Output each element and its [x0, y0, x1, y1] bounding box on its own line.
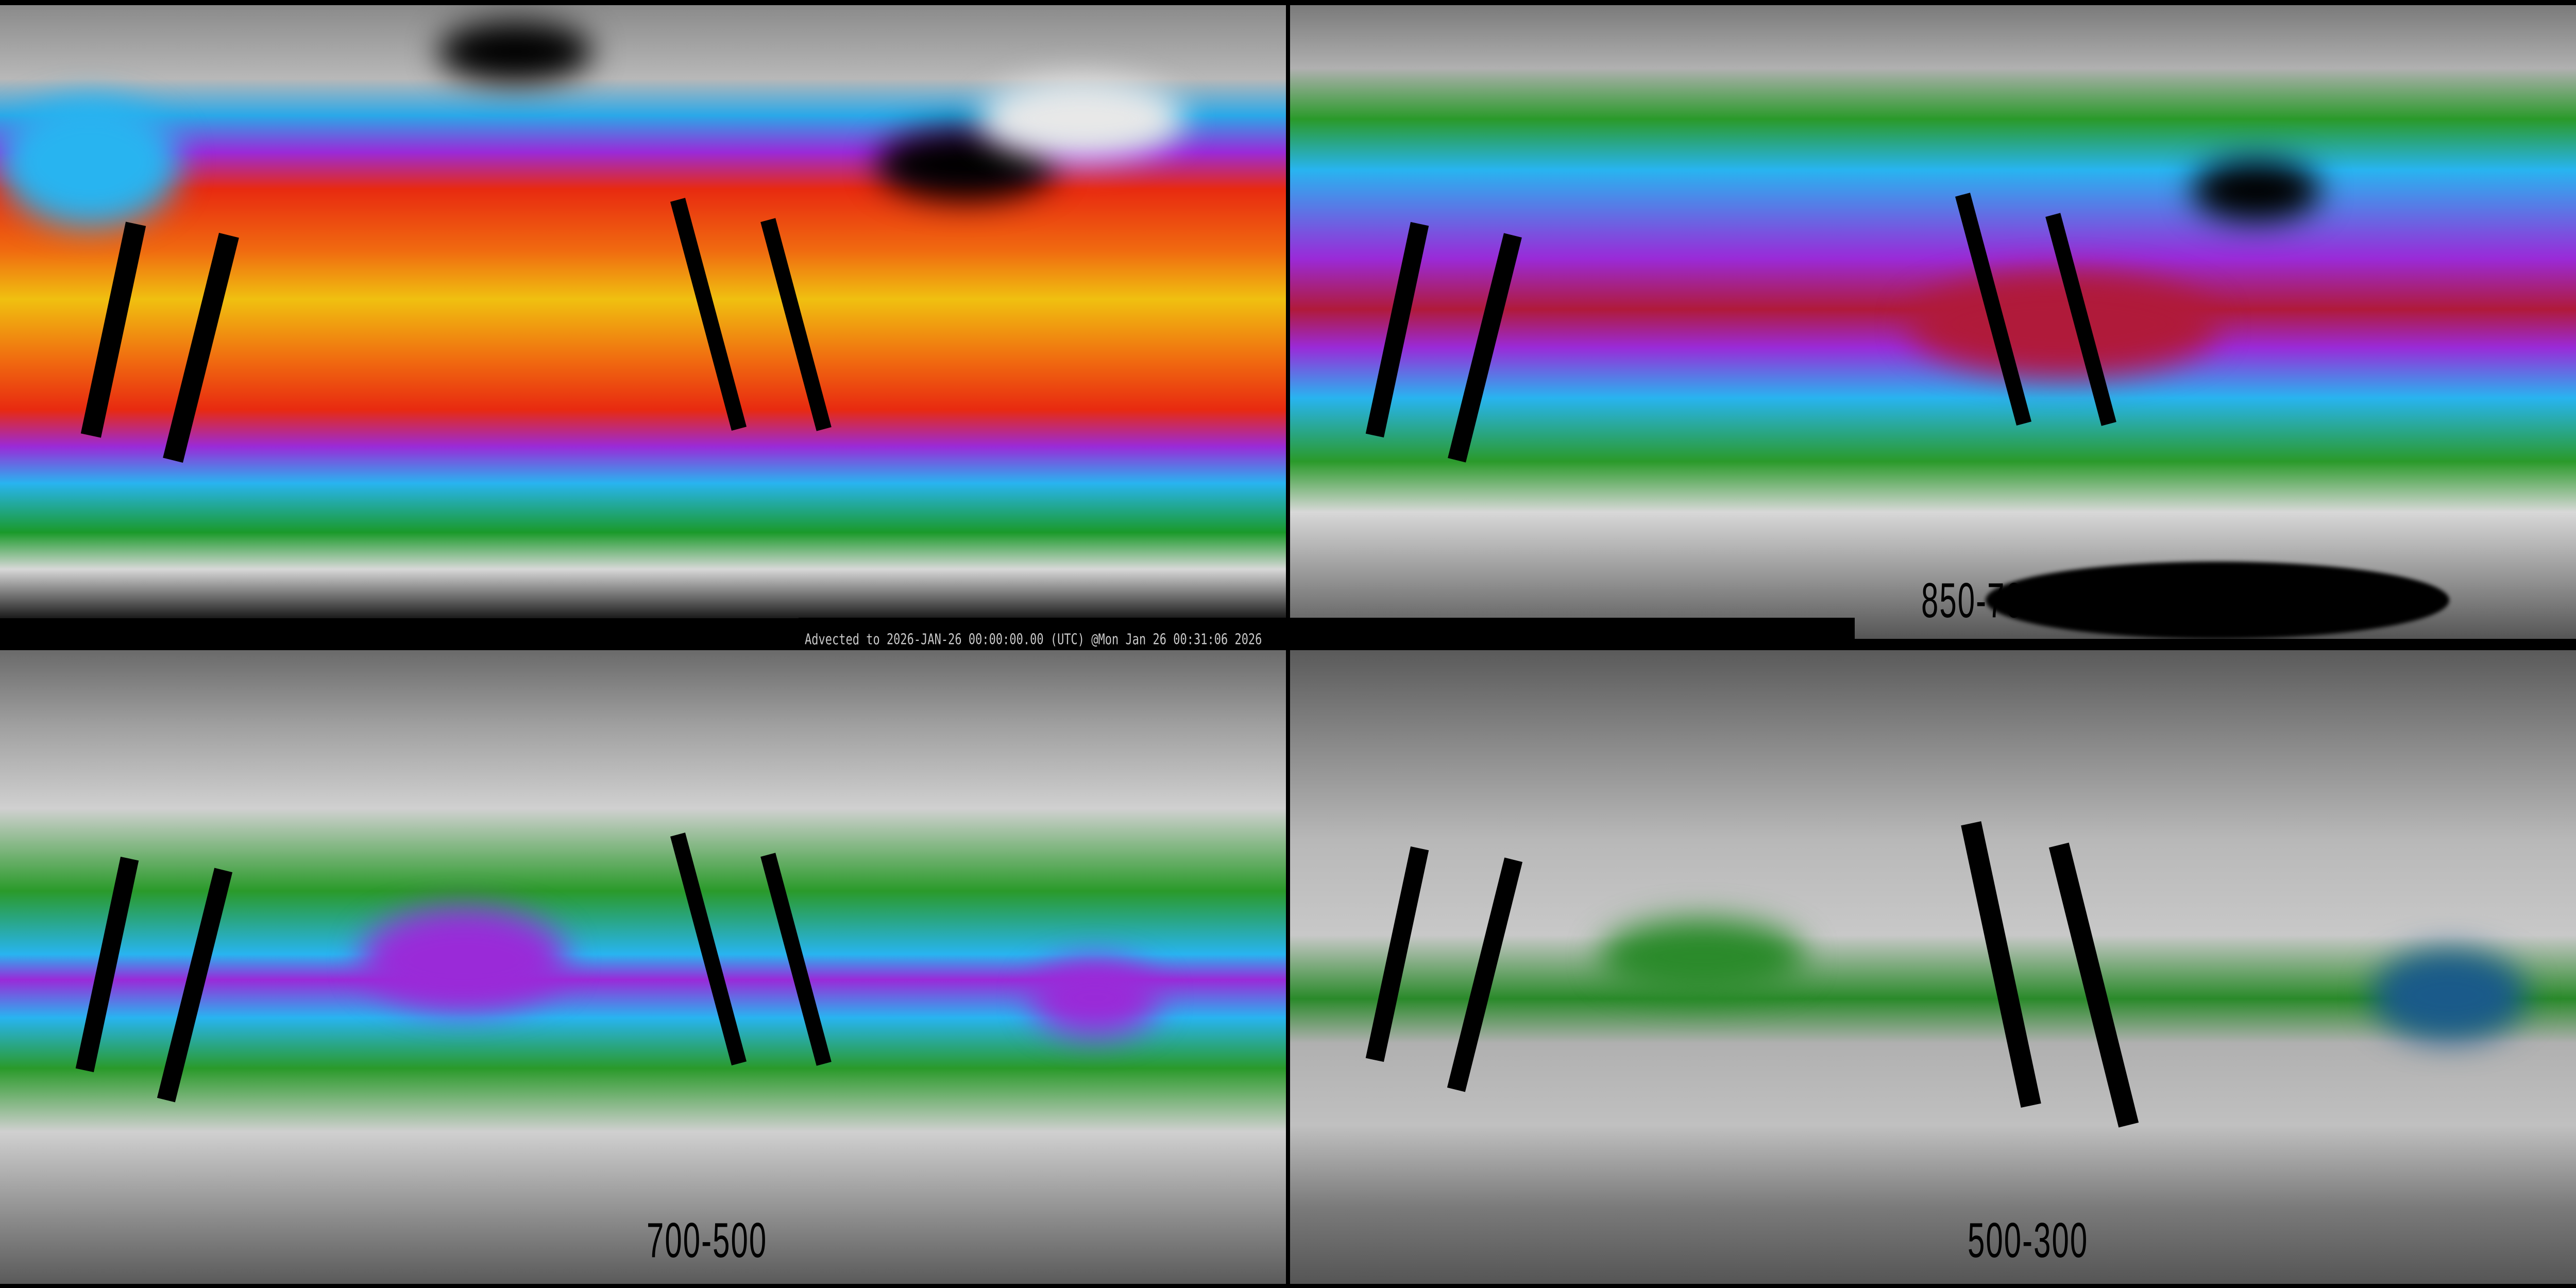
moisture-swirl: [979, 77, 1185, 160]
satellite-gap: [1447, 857, 1523, 1092]
missing-data-region: [2192, 160, 2320, 222]
moisture-patch: [2372, 949, 2527, 1042]
satellite-gap: [760, 218, 832, 431]
satellite-gap: [75, 856, 139, 1073]
panel-label: 700-500: [647, 1212, 768, 1268]
satellite-gap: [670, 832, 747, 1066]
panel-label: 500-300: [1968, 1212, 2089, 1268]
timestamp-text: Advected to 2026-JAN-26 00:00:00.00 (UTC…: [805, 632, 1262, 649]
satellite-gap: [2048, 842, 2139, 1128]
moisture-core: [1030, 959, 1159, 1037]
satellite-gap: [163, 232, 239, 463]
satellite-gap: [1448, 233, 1522, 463]
map-panel-top-left: [0, 5, 1286, 618]
satellite-gap: [670, 197, 747, 431]
missing-data-region: [438, 21, 592, 82]
satellite-gap: [1365, 222, 1429, 438]
satellite-gap: [1365, 846, 1429, 1062]
moisture-patch: [1599, 918, 1805, 995]
timestamp-bar: [799, 618, 1855, 650]
satellite-gap: [80, 222, 146, 438]
map-panel-top-right: 850-700: [1290, 5, 2576, 639]
satellite-gap: [760, 853, 832, 1066]
map-panel-bottom-left: 700-500: [0, 650, 1286, 1284]
map-panel-bottom-right: 500-300: [1290, 650, 2576, 1284]
moisture-core: [1908, 273, 2217, 376]
moisture-core: [361, 908, 567, 1011]
moisture-swirl: [0, 98, 180, 227]
satellite-gap: [1961, 821, 2041, 1108]
panel-label: 850-700: [1921, 572, 2042, 628]
satellite-gap: [157, 868, 233, 1103]
missing-data-region: [1986, 562, 2449, 639]
